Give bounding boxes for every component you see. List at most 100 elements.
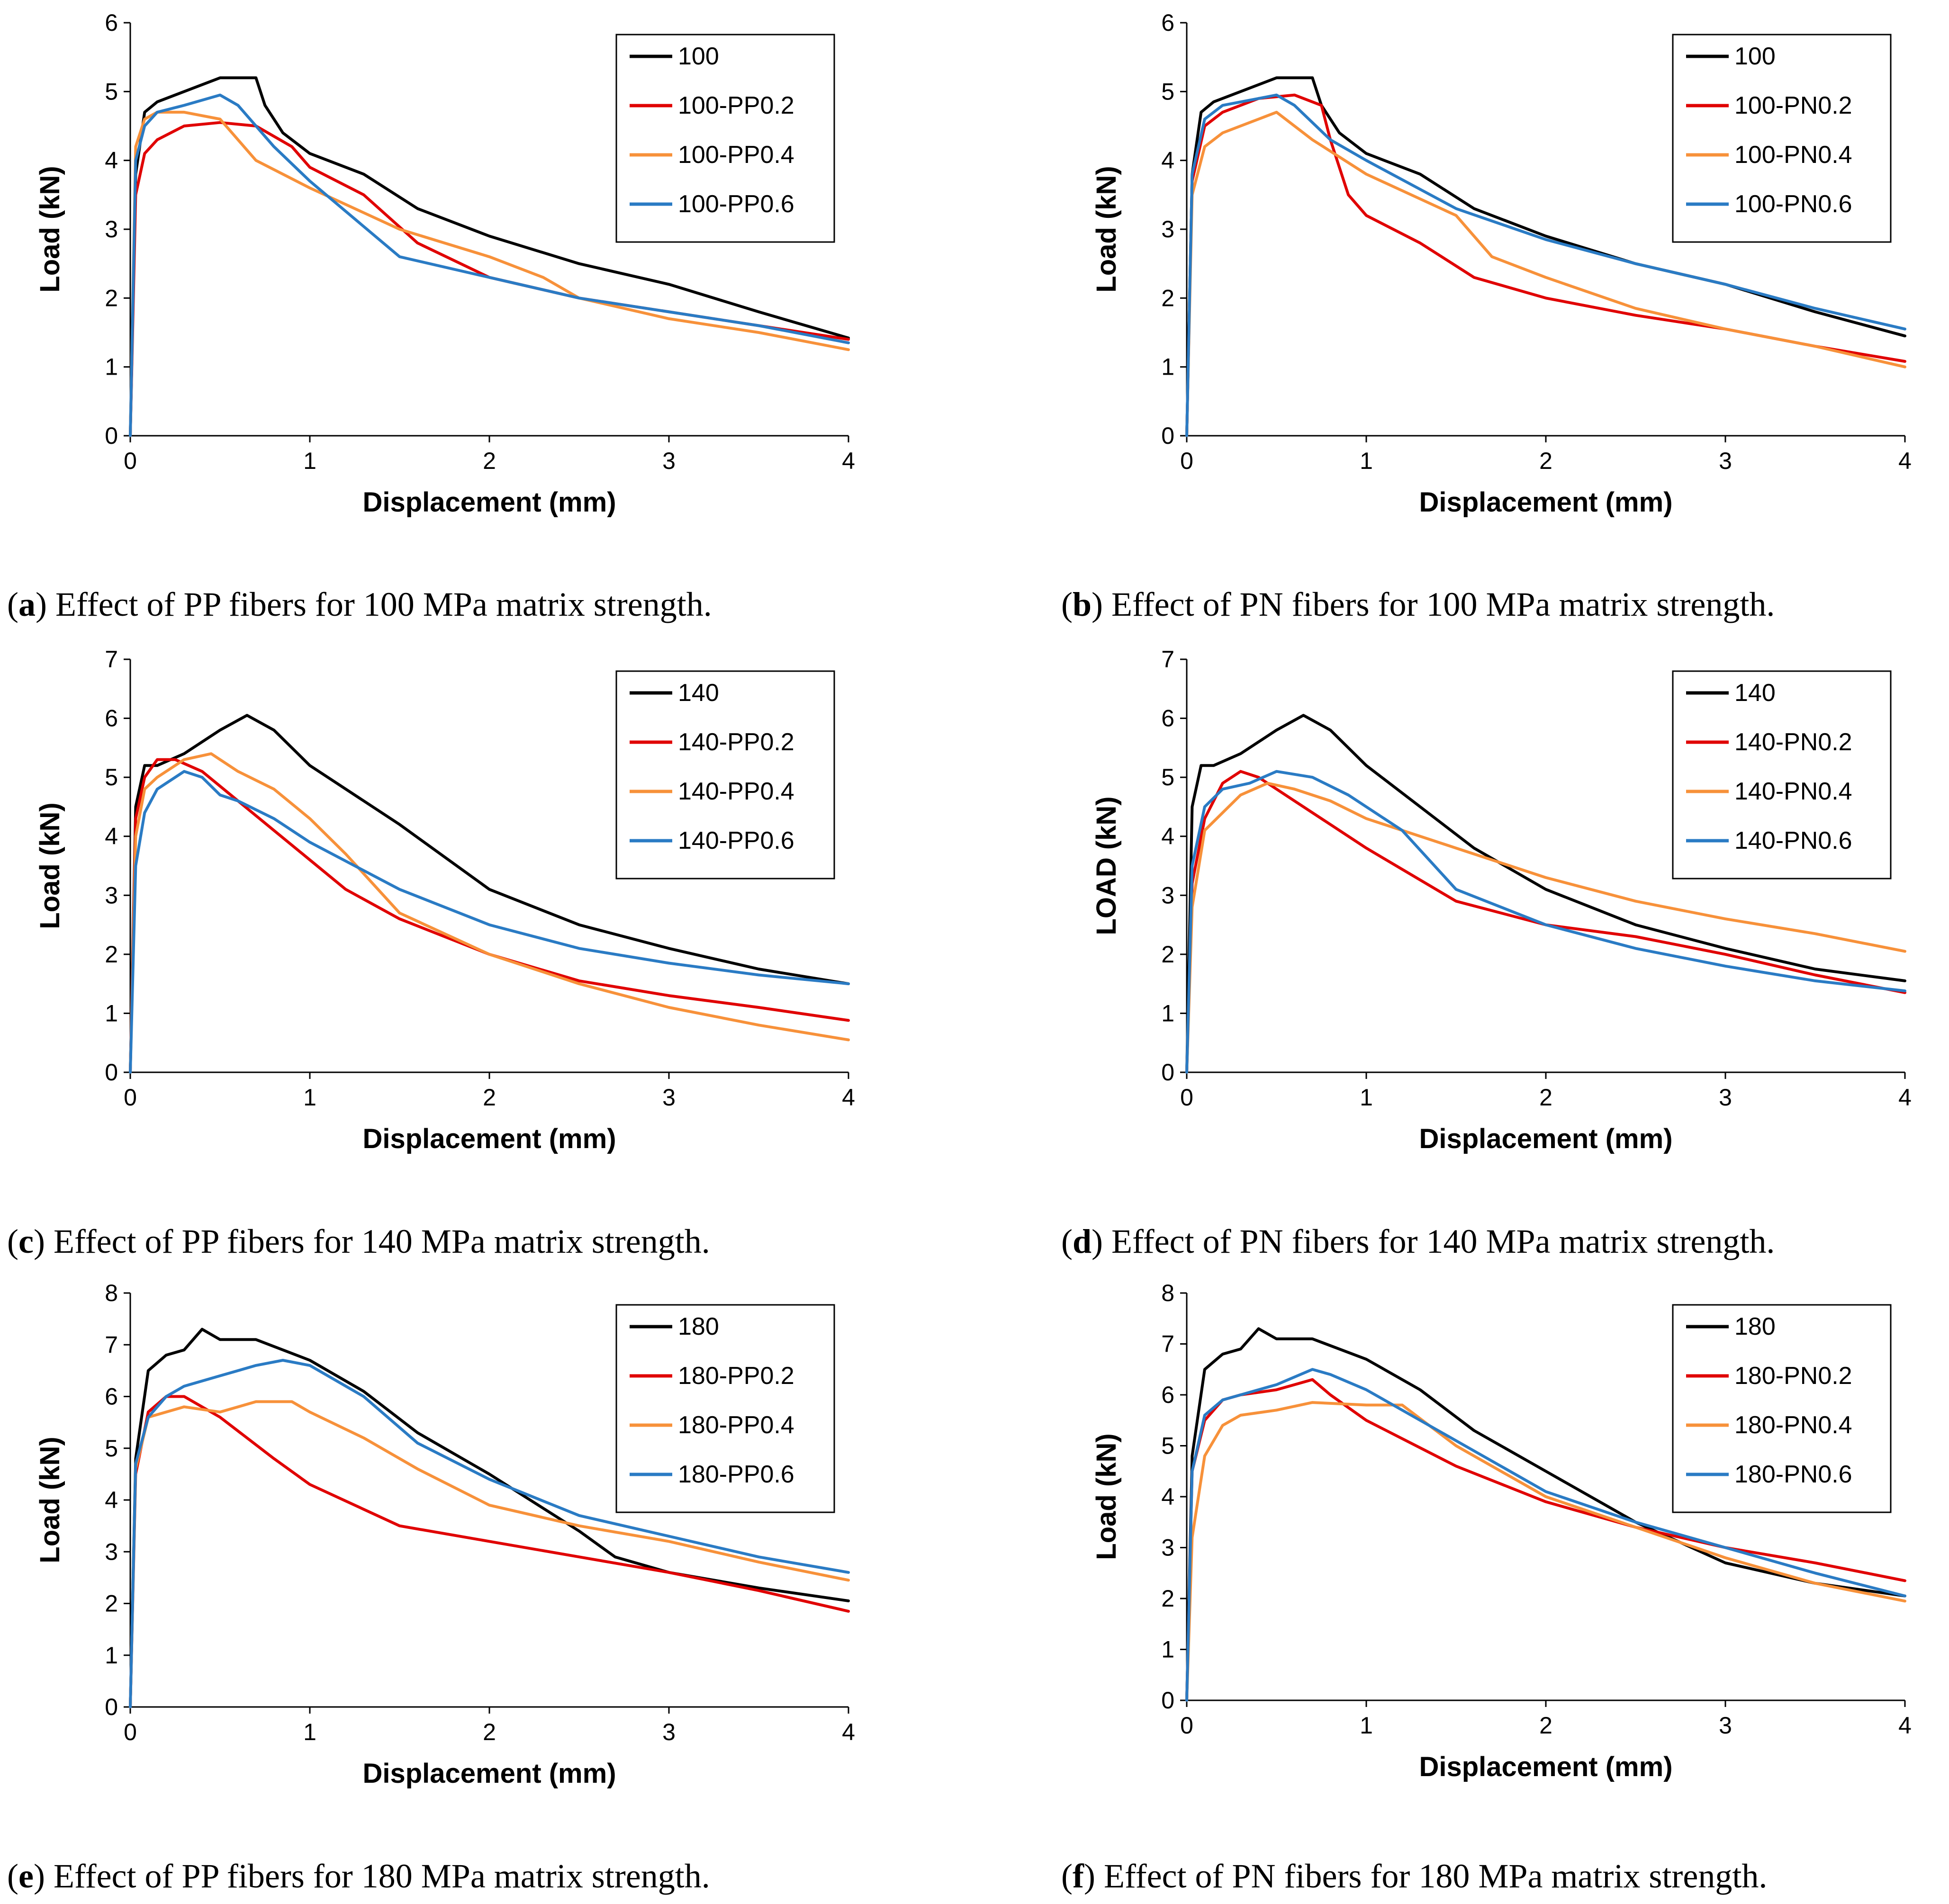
y-tick-label: 6	[1161, 1382, 1174, 1408]
legend-box	[615, 670, 835, 880]
legend-label: 100-PN0.2	[1734, 92, 1852, 119]
y-tick-label: 3	[1161, 882, 1174, 908]
caption-letter: f	[1073, 1857, 1084, 1895]
caption-paren-close: )	[36, 585, 47, 623]
caption-paren-close: )	[1092, 585, 1103, 623]
caption-text: Effect of PP fibers for 180 MPa matrix s…	[45, 1857, 710, 1895]
y-axis-label: Load (kN)	[1091, 1433, 1122, 1560]
x-tick-label: 2	[483, 1084, 496, 1111]
y-tick-label: 7	[105, 1331, 118, 1358]
y-tick-label: 3	[1161, 216, 1174, 242]
legend-box	[1672, 34, 1892, 243]
x-tick-label: 0	[1180, 1712, 1193, 1739]
y-tick-label: 3	[105, 882, 118, 908]
caption-text: Effect of PP fibers for 100 MPa matrix s…	[47, 585, 712, 623]
series-line-180-pp0-6	[129, 1359, 850, 1708]
x-tick-label: 2	[483, 1719, 496, 1745]
x-tick-label: 1	[303, 448, 316, 474]
y-tick-label: 1	[1161, 1636, 1174, 1663]
y-axis-label: Load (kN)	[35, 802, 65, 929]
caption-letter: b	[1073, 585, 1092, 623]
caption-paren-close: )	[1084, 1857, 1095, 1895]
panel-caption: (b) Effect of PN fibers for 100 MPa matr…	[1061, 585, 1775, 623]
legend-box	[1672, 670, 1892, 880]
caption-letter: a	[18, 585, 36, 623]
x-tick-label: 0	[124, 1084, 137, 1111]
y-axis-label: Load (kN)	[35, 1437, 65, 1563]
y-tick-label: 5	[1161, 764, 1174, 790]
x-tick-label: 1	[1360, 1084, 1373, 1111]
series-line-140-pp0-2	[129, 758, 850, 1074]
x-tick-label: 0	[1180, 1084, 1193, 1111]
legend-label: 140-PP0.6	[678, 827, 794, 854]
legend-box	[615, 34, 835, 243]
y-tick-label: 7	[1161, 646, 1174, 673]
legend-label: 100-PP0.6	[678, 190, 794, 218]
legend-label: 140-PN0.4	[1734, 778, 1852, 805]
legend-label: 100	[1734, 43, 1776, 70]
x-axis-label: Displacement (mm)	[362, 1758, 616, 1789]
x-axis-label: Displacement (mm)	[1419, 1751, 1672, 1782]
x-tick-label: 3	[1719, 1084, 1732, 1111]
y-tick-label: 6	[1161, 9, 1174, 36]
caption-paren-close: )	[1092, 1222, 1103, 1260]
series-line-180	[129, 1328, 850, 1708]
x-tick-label: 1	[303, 1719, 316, 1745]
series-line-180-pn0-6	[1185, 1368, 1906, 1702]
x-tick-label: 4	[1898, 1712, 1912, 1739]
series-line-100-pn0-6	[1185, 93, 1906, 437]
x-tick-label: 4	[842, 448, 855, 474]
y-tick-label: 1	[105, 1000, 118, 1026]
legend-label: 180-PN0.4	[1734, 1411, 1852, 1439]
y-tick-label: 7	[1161, 1331, 1174, 1357]
x-tick-label: 4	[1898, 448, 1912, 474]
y-tick-label: 4	[1161, 147, 1174, 174]
y-tick-label: 3	[1161, 1535, 1174, 1561]
y-tick-label: 8	[1161, 1280, 1174, 1306]
panel-caption: (e) Effect of PP fibers for 180 MPa matr…	[7, 1857, 710, 1895]
y-tick-label: 3	[105, 1538, 118, 1565]
x-tick-label: 0	[124, 1719, 137, 1745]
series-line-140-pp0-6	[129, 770, 850, 1074]
caption-paren-open: (	[7, 1857, 18, 1895]
chart-panel-f: 0 1 2 3 4 5 6 7 8 0 1 2 3 4 Displacement (mm) Load (kN)…	[1061, 1280, 1912, 1895]
panel-caption: (d) Effect of PN fibers for 140 MPa matr…	[1061, 1222, 1775, 1260]
series-line-180-pp0-4	[129, 1400, 850, 1708]
legend-label: 180-PP0.6	[678, 1461, 794, 1488]
y-tick-label: 0	[105, 1694, 118, 1720]
legend-label: 100-PN0.4	[1734, 141, 1852, 169]
series-line-140-pn0-2	[1185, 770, 1906, 1074]
caption-paren-open: (	[7, 1222, 18, 1260]
legend-label: 140-PP0.2	[678, 728, 794, 756]
y-tick-label: 7	[105, 646, 118, 673]
y-tick-label: 0	[1161, 1059, 1174, 1086]
panel-caption: (a) Effect of PP fibers for 100 MPa matr…	[7, 585, 712, 623]
legend-label: 100-PN0.6	[1734, 190, 1852, 218]
y-tick-label: 2	[105, 941, 118, 968]
y-tick-label: 1	[1161, 1000, 1174, 1026]
series-line-100-pn0-4	[1185, 110, 1906, 437]
legend-label: 180-PP0.2	[678, 1362, 794, 1390]
y-tick-label: 0	[1161, 1687, 1174, 1714]
legend-label: 140-PN0.2	[1734, 728, 1852, 756]
y-tick-label: 0	[105, 1059, 118, 1086]
caption-paren-open: (	[1061, 1857, 1073, 1895]
y-tick-label: 2	[1161, 285, 1174, 311]
y-tick-label: 4	[1161, 1483, 1174, 1510]
caption-paren-open: (	[1061, 1222, 1073, 1260]
series-line-100-pp0-4	[129, 110, 850, 437]
y-tick-label: 0	[105, 422, 118, 449]
series-line-100	[129, 76, 850, 437]
caption-letter: d	[1073, 1222, 1092, 1260]
legend-label: 180-PP0.4	[678, 1411, 794, 1439]
x-axis-label: Displacement (mm)	[362, 487, 616, 518]
caption-letter: e	[18, 1857, 34, 1895]
legend-label: 180	[678, 1313, 719, 1340]
legend-label: 140	[1734, 679, 1776, 707]
x-tick-label: 4	[842, 1719, 855, 1745]
series-line-180-pn0-4	[1185, 1401, 1906, 1702]
y-tick-label: 6	[1161, 705, 1174, 732]
x-tick-label: 2	[1539, 1084, 1552, 1111]
legend-label: 100-PP0.2	[678, 92, 794, 119]
legend-label: 180	[1734, 1313, 1776, 1340]
